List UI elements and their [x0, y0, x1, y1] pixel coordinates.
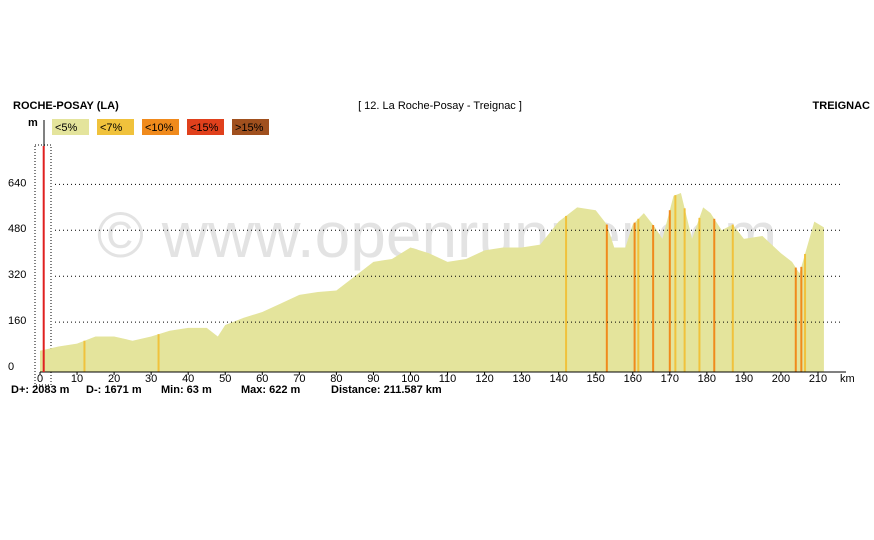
steep-section: [157, 334, 160, 372]
legend-label: <5%: [55, 122, 78, 134]
stat: D+: 2083 m: [11, 384, 70, 396]
steep-section: [698, 217, 701, 372]
legend-swatch: [97, 119, 134, 135]
stat: Distance: 211.587 km: [331, 384, 442, 396]
steep-section: [652, 225, 655, 372]
chart-title: [ 12. La Roche-Posay - Treignac ]: [358, 100, 522, 112]
steep-section: [713, 218, 716, 372]
legend-swatch: [142, 119, 179, 135]
x-tick-label: 100: [401, 373, 419, 385]
x-tick-label: 150: [587, 373, 605, 385]
x-tick-label: 140: [549, 373, 567, 385]
x-tick-label: 70: [293, 373, 305, 385]
x-tick-label: 30: [145, 373, 157, 385]
legend-label: >15%: [235, 122, 264, 134]
elevation-area: [40, 192, 824, 372]
x-tick-label: 130: [512, 373, 530, 385]
x-tick-label: 80: [330, 373, 342, 385]
x-tick-label: 10: [71, 373, 83, 385]
x-axis-label: km: [840, 373, 855, 385]
stat: Max: 622 m: [241, 384, 301, 396]
x-tick-label: 190: [735, 373, 753, 385]
steep-section: [565, 215, 568, 372]
x-tick-label: 200: [772, 373, 790, 385]
legend-swatch: [187, 119, 224, 135]
stat: D-: 1671 m: [86, 384, 142, 396]
x-tick-label: 50: [219, 373, 231, 385]
steep-section: [633, 222, 636, 372]
steep-section: [605, 224, 608, 372]
steep-section: [674, 195, 677, 372]
x-tick-label: 0: [37, 373, 43, 385]
legend-label: <15%: [190, 122, 219, 134]
x-tick-label: 160: [624, 373, 642, 385]
legend-label: <7%: [100, 122, 123, 134]
y-tick-label: 480: [8, 223, 26, 235]
legend-label: <10%: [145, 122, 174, 134]
steep-section: [731, 224, 734, 372]
x-tick-label: 110: [439, 373, 457, 385]
x-tick-label: 60: [256, 373, 268, 385]
steep-section: [794, 267, 797, 372]
selection-box: [34, 144, 52, 386]
legend-swatch: [52, 119, 89, 135]
end-label: TREIGNAC: [813, 100, 871, 112]
y-tick-label: 320: [8, 269, 26, 281]
y-tick-label: 160: [8, 315, 26, 327]
steep-section: [800, 266, 803, 372]
steep-section: [83, 340, 86, 372]
y-axis-label: m: [28, 117, 38, 129]
stat: Min: 63 m: [161, 384, 212, 396]
x-tick-label: 90: [367, 373, 379, 385]
x-tick-label: 120: [475, 373, 493, 385]
steep-section: [668, 210, 671, 372]
x-tick-label: 210: [809, 373, 827, 385]
x-tick-label: 40: [182, 373, 194, 385]
steep-section: [804, 253, 807, 372]
legend-swatch: [232, 119, 269, 135]
steep-section: [683, 208, 686, 372]
x-tick-label: 180: [698, 373, 716, 385]
x-tick-label: 20: [108, 373, 120, 385]
y-tick-label: 0: [8, 361, 14, 373]
steep-section: [637, 218, 640, 372]
y-tick-label: 640: [8, 177, 26, 189]
x-tick-label: 170: [661, 373, 679, 385]
start-label: ROCHE-POSAY (LA): [13, 100, 119, 112]
